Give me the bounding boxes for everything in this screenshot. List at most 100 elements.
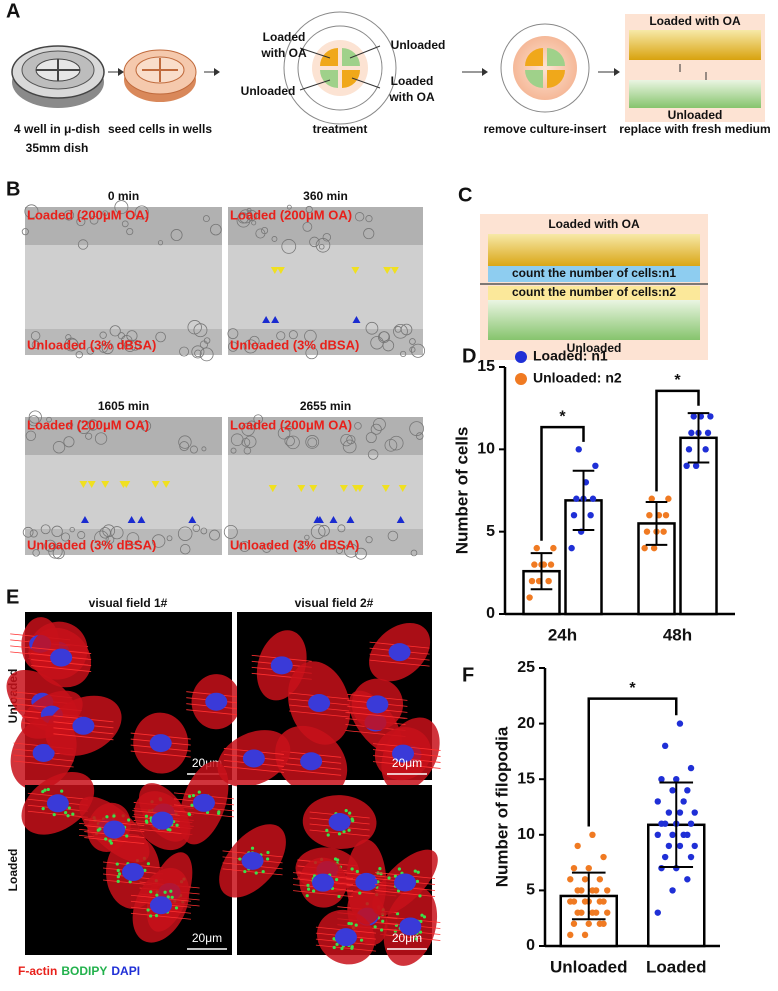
cell bbox=[44, 539, 57, 552]
lipid-droplet bbox=[414, 937, 418, 941]
cell bbox=[24, 204, 39, 219]
cell bbox=[307, 437, 318, 448]
cell bbox=[243, 339, 258, 354]
cell-layer bbox=[25, 417, 222, 455]
cell bbox=[261, 227, 269, 235]
y-tick-label: 15 bbox=[477, 358, 495, 375]
cell bbox=[40, 524, 51, 535]
cell bbox=[170, 229, 183, 241]
lipid-droplet bbox=[105, 815, 109, 819]
cell bbox=[99, 527, 111, 539]
dish-icon bbox=[123, 49, 197, 102]
label: Unloaded bbox=[567, 341, 622, 355]
cell bbox=[114, 200, 129, 215]
y-axis-label: Number of cells bbox=[452, 427, 471, 555]
data-point bbox=[570, 920, 578, 927]
cell bbox=[178, 435, 192, 449]
cell bbox=[304, 534, 310, 541]
cell bbox=[31, 340, 40, 349]
micrograph-grid: 0 min Loaded (200μM OA) Unloaded (3% dBSA)… bbox=[21, 189, 426, 560]
cell bbox=[86, 346, 95, 355]
data-point bbox=[600, 898, 607, 905]
label: Loaded bbox=[391, 74, 434, 88]
actin-fiber bbox=[13, 760, 74, 768]
cell bbox=[179, 346, 190, 357]
nucleus bbox=[72, 716, 95, 735]
lipid-droplet bbox=[335, 878, 339, 882]
dish-icon bbox=[11, 45, 105, 108]
data-point bbox=[600, 920, 607, 927]
overlay-label: Loaded (200μM OA) bbox=[230, 417, 352, 432]
cell bbox=[69, 526, 75, 533]
cell bbox=[367, 449, 379, 460]
arrowhead bbox=[313, 516, 322, 523]
lipid-droplet bbox=[336, 858, 340, 862]
lipid-droplet bbox=[305, 894, 309, 898]
data-point bbox=[596, 876, 604, 883]
lipid-droplet bbox=[387, 876, 391, 880]
label: count the number of cells:n1 bbox=[512, 266, 676, 280]
arrowhead bbox=[79, 481, 88, 488]
lipid-droplet bbox=[413, 869, 417, 873]
nucleus bbox=[392, 744, 415, 763]
data-point bbox=[676, 842, 684, 850]
nucleus bbox=[334, 928, 357, 947]
lipid-droplet bbox=[312, 889, 316, 893]
lipid-droplet bbox=[332, 945, 336, 950]
cell bbox=[227, 341, 239, 352]
cell bbox=[201, 446, 207, 452]
lipid-droplet bbox=[166, 895, 170, 899]
cell bbox=[384, 438, 398, 452]
cell bbox=[202, 215, 210, 223]
arrowhead bbox=[352, 485, 361, 492]
cell bbox=[363, 228, 375, 240]
nucleus bbox=[149, 734, 172, 753]
cell bbox=[318, 524, 330, 537]
data-point bbox=[687, 820, 695, 827]
nucleus bbox=[192, 793, 215, 812]
time-label: 360 min bbox=[303, 189, 348, 203]
cell bbox=[192, 524, 201, 533]
arrowhead bbox=[101, 481, 110, 488]
legend-label: Loaded: n1 bbox=[533, 348, 608, 364]
y-tick-label: 0 bbox=[486, 605, 495, 622]
overlay-label: Loaded (200μM OA) bbox=[27, 207, 149, 222]
arrowhead bbox=[383, 267, 392, 274]
arrowhead bbox=[276, 267, 285, 274]
panel-label: A bbox=[6, 0, 20, 22]
lipid-droplet bbox=[335, 942, 339, 946]
cell bbox=[247, 420, 257, 430]
cell bbox=[372, 417, 386, 431]
overlay-label: Unloaded (3% dBSA) bbox=[230, 537, 359, 552]
cell bbox=[180, 543, 191, 555]
lipid-droplet bbox=[66, 814, 70, 818]
lipid-droplet bbox=[149, 890, 153, 894]
lipid-droplet bbox=[415, 879, 420, 883]
lipid-droplet bbox=[104, 837, 108, 841]
data-point bbox=[661, 853, 669, 861]
cell bbox=[393, 323, 408, 339]
time-label: 1605 min bbox=[98, 399, 149, 413]
cell bbox=[99, 331, 107, 339]
data-point bbox=[545, 577, 552, 585]
lipid-droplet bbox=[306, 887, 311, 891]
cell bbox=[277, 426, 291, 440]
data-point bbox=[581, 931, 589, 939]
cell bbox=[51, 525, 63, 538]
cell bbox=[276, 331, 286, 341]
data-point bbox=[683, 462, 690, 469]
nucleus bbox=[388, 643, 411, 662]
data-point bbox=[578, 887, 585, 894]
data-point bbox=[570, 512, 578, 519]
cell bbox=[249, 335, 260, 347]
lipid-droplet bbox=[144, 814, 149, 818]
cell bbox=[87, 419, 99, 431]
nucleus bbox=[308, 694, 331, 713]
cell bbox=[21, 228, 29, 236]
cell bbox=[382, 339, 395, 352]
cell bbox=[189, 445, 198, 454]
caption: 4 well in μ-dish bbox=[14, 122, 100, 136]
cell bbox=[322, 233, 332, 242]
data-point bbox=[704, 429, 712, 437]
label: count the number of cells:n2 bbox=[512, 285, 676, 299]
